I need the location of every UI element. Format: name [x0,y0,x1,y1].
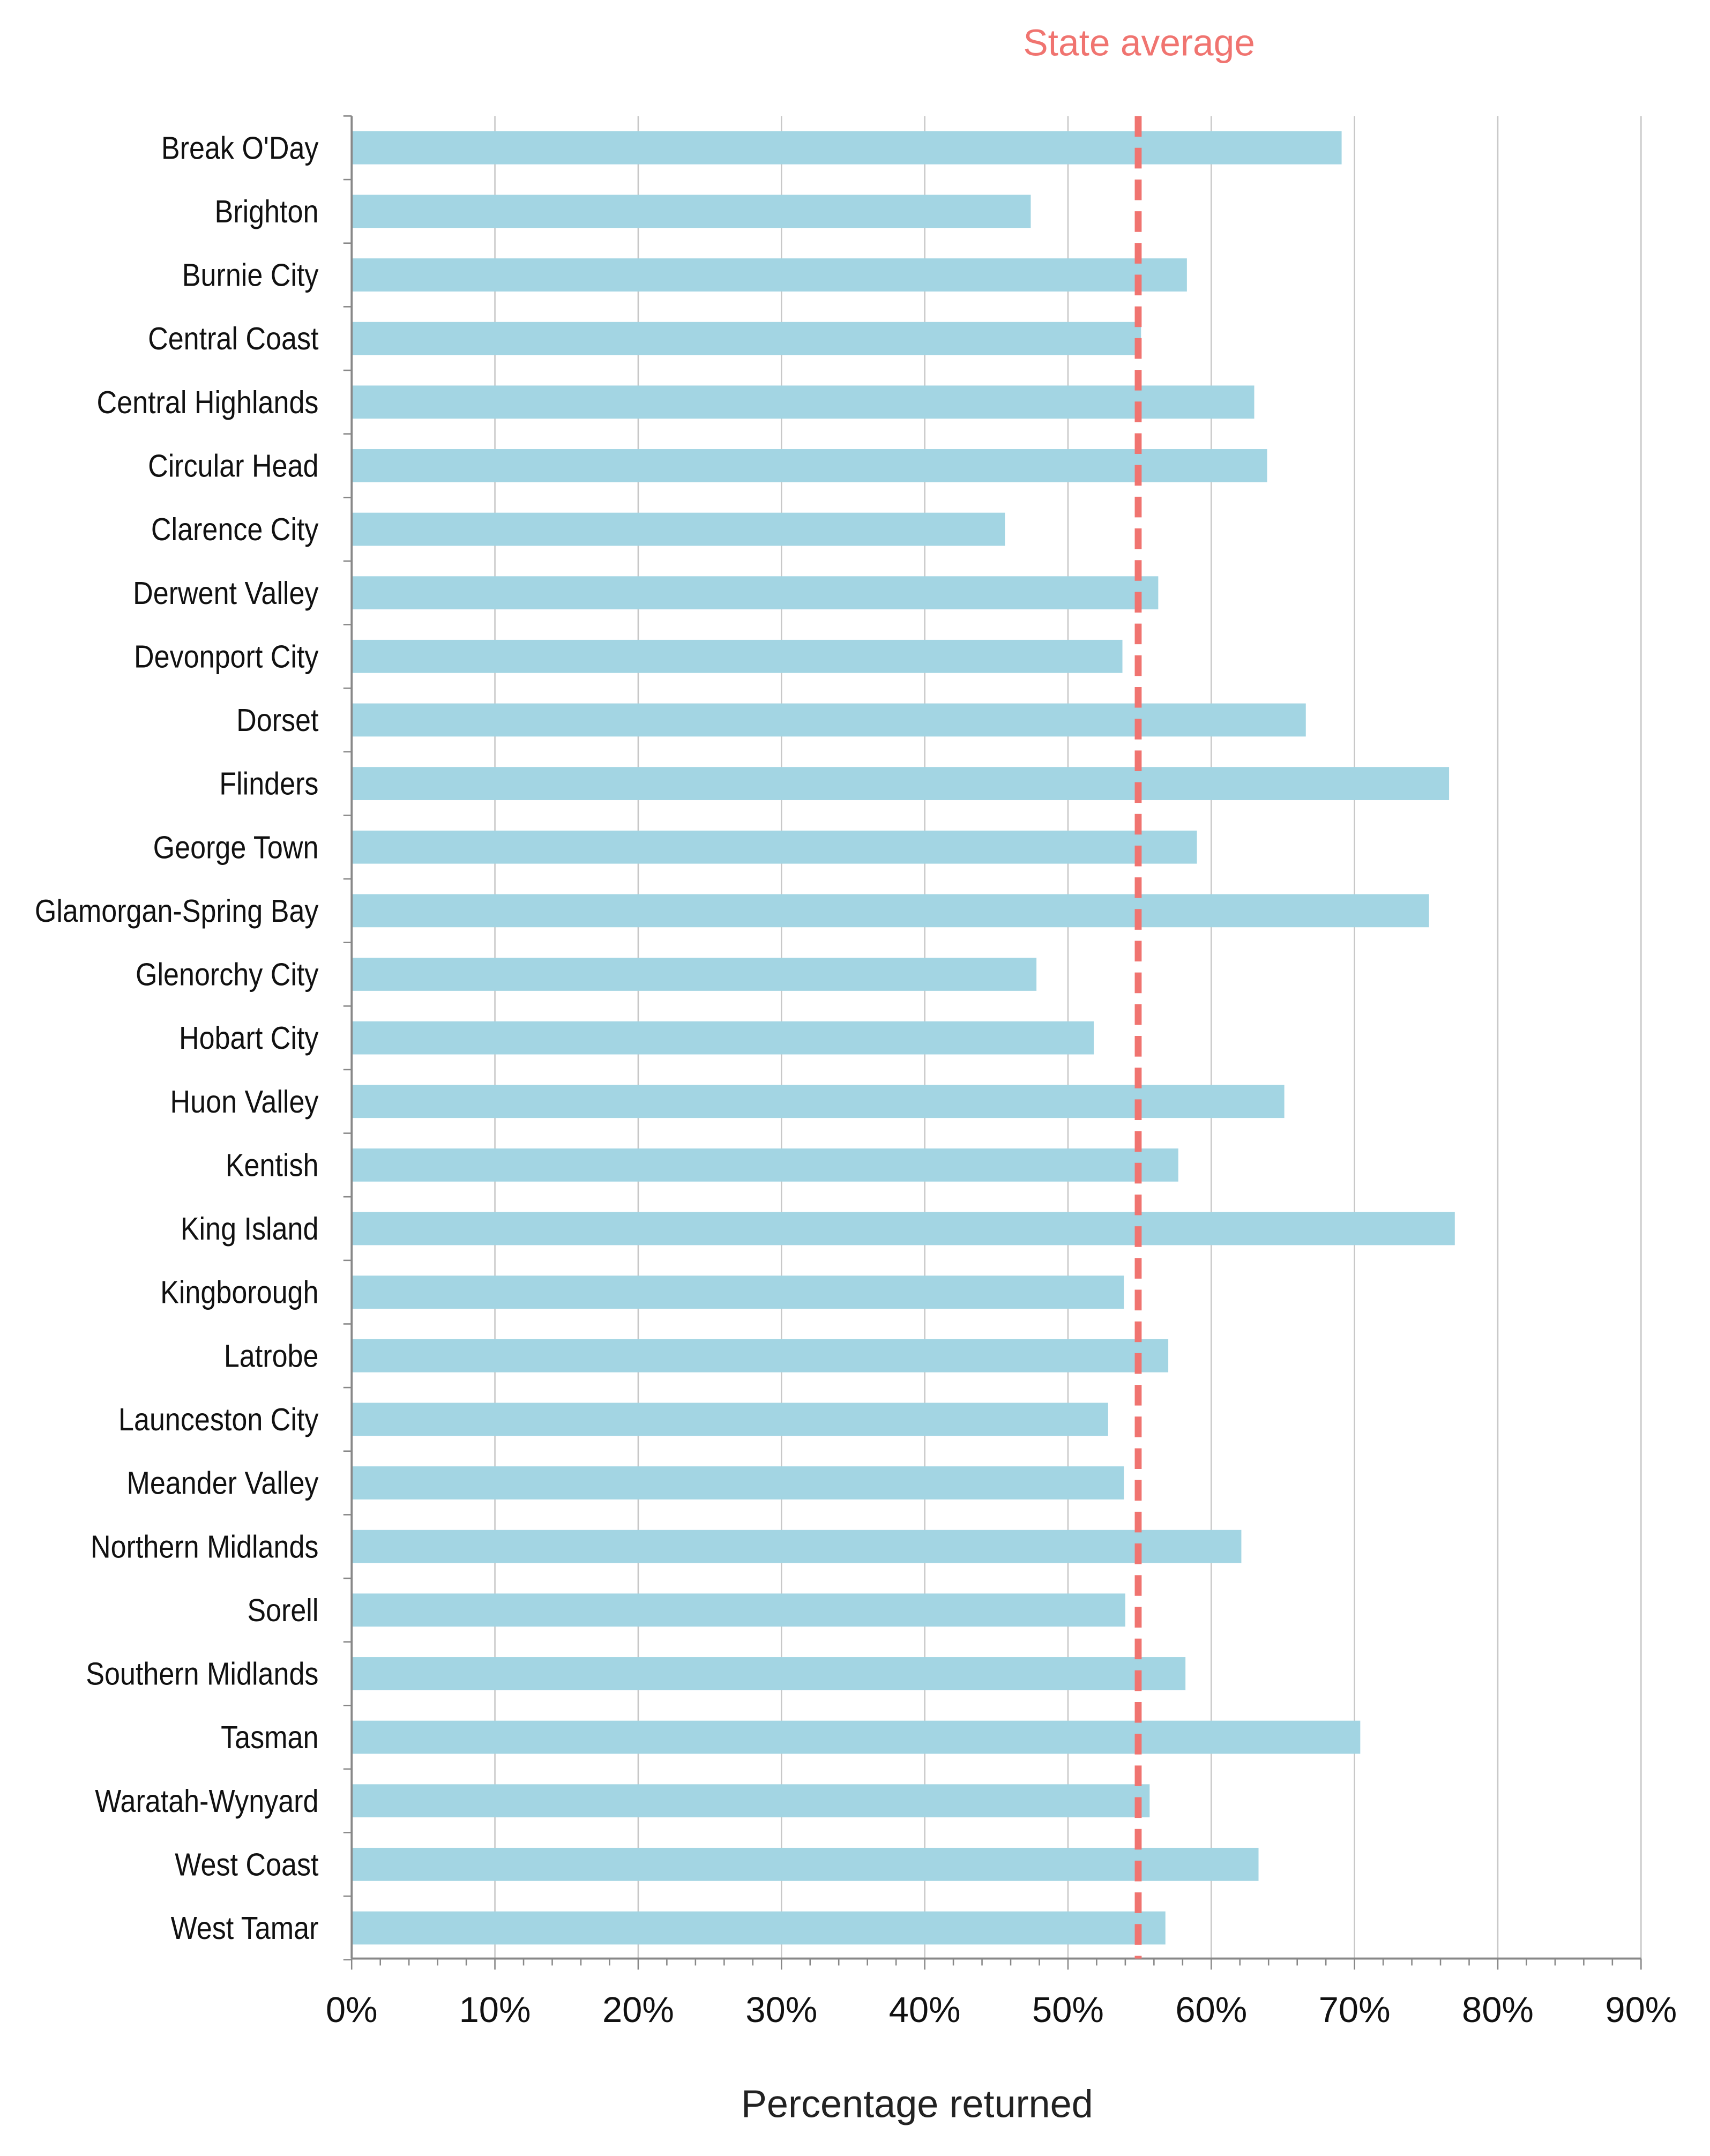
category-labels: Break O'Day Brighton Burnie City Central Co… [35,130,319,1946]
x-tick-label: 60% [1175,1990,1247,2030]
bar [352,1593,1125,1627]
x-tick-label: 10% [459,1990,531,2030]
bar [352,1402,1108,1436]
bar [352,1275,1124,1309]
bar [352,322,1141,355]
bar [352,1339,1169,1372]
x-tick-label: 0% [326,1990,378,2030]
bar [352,1784,1150,1818]
category-label: Derwent Valley [133,576,318,611]
category-label: Flinders [219,766,318,802]
bar [352,894,1429,928]
bar [352,958,1037,991]
category-label: Kingborough [160,1275,318,1310]
x-tick-label: 20% [602,1990,674,2030]
category-label: Northern Midlands [91,1529,318,1564]
category-label: Glamorgan-Spring Bay [35,893,319,929]
bar [352,1085,1285,1118]
category-label: Circular Head [148,448,318,483]
category-label: Brighton [215,194,319,229]
bar [352,258,1187,292]
category-label: Burnie City [182,258,319,293]
category-label: Glenorchy City [136,957,319,992]
category-label: Waratah-Wynyard [95,1784,318,1819]
category-label: Break O'Day [161,130,319,166]
x-tick-label: 80% [1462,1990,1534,2030]
bar [352,1911,1166,1945]
category-label: George Town [153,830,319,865]
x-tick-label: 70% [1319,1990,1391,2030]
bar [352,1021,1094,1055]
reference-label: State average [1023,21,1255,63]
category-label: Tasman [221,1720,318,1755]
category-label: West Coast [175,1847,319,1882]
x-tick-label: 50% [1032,1990,1104,2030]
bar [352,1720,1361,1754]
category-label: Southern Midlands [86,1656,318,1691]
bar [352,385,1255,419]
bar [352,1466,1124,1499]
bar [352,1530,1242,1563]
x-axis-label: Percentage returned [741,2083,1093,2126]
category-label: Central Coast [148,321,319,356]
x-tick-label: 40% [889,1990,961,2030]
category-label: Meander Valley [127,1466,319,1501]
category-label: Central Highlands [97,385,319,420]
category-label: Clarence City [151,512,319,547]
bars [352,131,1455,1945]
bar [352,767,1450,800]
x-tick-labels: 0% 10% 20% 30% 40% 50% 60% 70% 80% 90% [326,1990,1677,2030]
bar [352,639,1123,673]
bar [352,830,1197,864]
bar [352,512,1005,546]
category-label: West Tamar [171,1911,319,1946]
category-label: Hobart City [179,1020,319,1056]
category-label: King Island [181,1211,319,1247]
bar [352,576,1159,610]
category-label: Devonport City [134,639,319,674]
x-tick-label: 90% [1605,1990,1677,2030]
category-label: Latrobe [224,1338,319,1374]
bar [352,449,1267,482]
bar [352,1212,1455,1245]
bar [352,1657,1186,1690]
category-label: Kentish [226,1147,319,1183]
category-label: Sorell [247,1593,318,1628]
bar [352,703,1306,737]
bar [352,1847,1259,1881]
bar [352,195,1031,228]
category-label: Huon Valley [170,1084,319,1120]
category-label: Launceston City [118,1402,319,1437]
bar [352,1148,1178,1182]
category-label: Dorset [236,703,319,738]
axes [343,115,1642,1970]
bar [352,131,1342,165]
x-tick-label: 30% [745,1990,817,2030]
